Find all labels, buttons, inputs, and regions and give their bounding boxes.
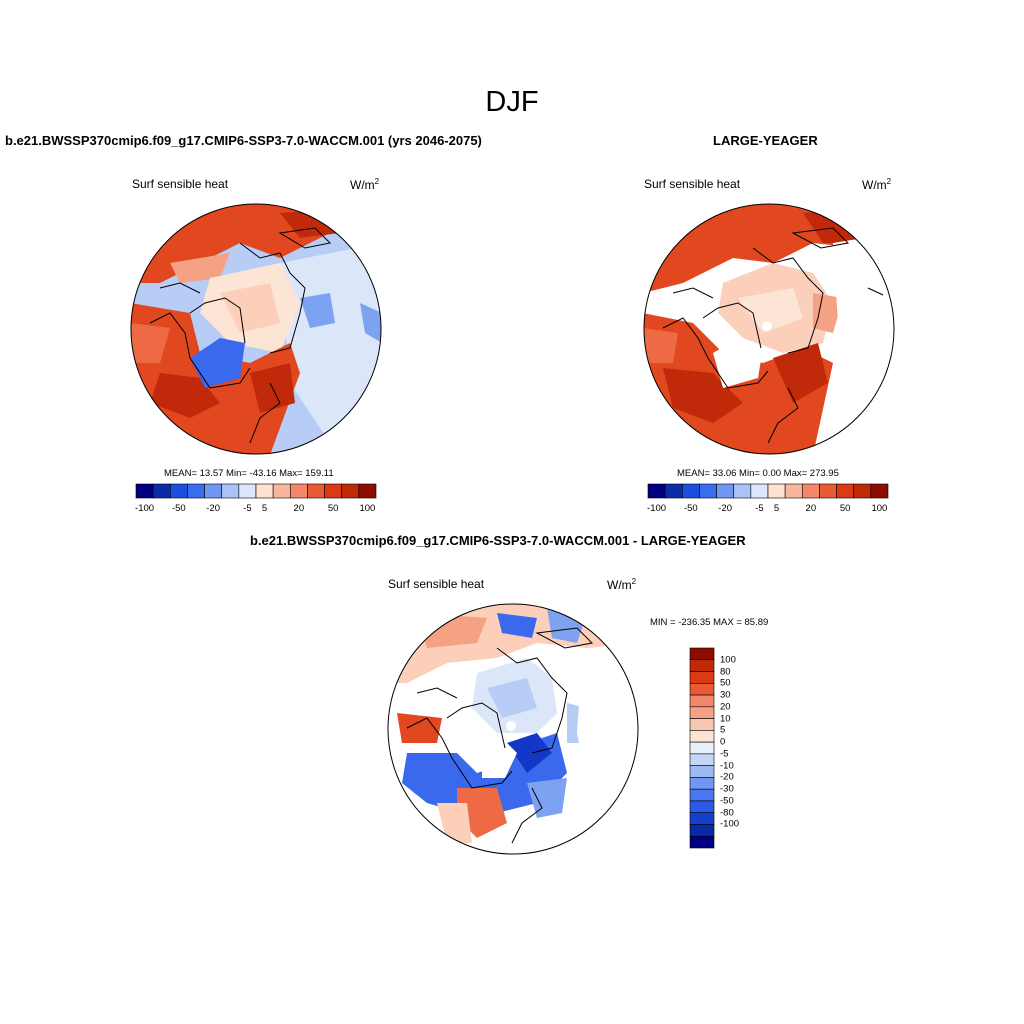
colorbar-swatch	[204, 483, 223, 499]
panel3-units-label: W/m2	[607, 577, 637, 592]
colorbar-swatch	[689, 824, 715, 837]
colorbar-label: 30	[720, 689, 731, 701]
colorbar-swatch	[187, 483, 205, 499]
colorbar-label: 20	[293, 503, 305, 514]
panel1-units-label: W/m2	[350, 177, 380, 192]
panel2-variable-label: Surf sensible heat	[644, 177, 741, 191]
colorbar-label: 0	[720, 736, 726, 748]
panel1-colorbar-labels: -100 -50 -20 -5 5 20 50 100	[135, 503, 376, 515]
colorbar-label: 5	[720, 724, 726, 736]
colorbar-swatch	[135, 483, 154, 499]
colorbar-swatch	[689, 694, 715, 708]
colorbar-swatch	[870, 483, 889, 499]
colorbar-label: 50	[720, 677, 731, 689]
colorbar-label: 100	[720, 654, 736, 666]
panel3-colorbar	[689, 647, 715, 849]
colorbar-swatch	[689, 777, 715, 790]
colorbar-swatch	[689, 682, 715, 696]
panel1-variable-label: Surf sensible heat	[132, 177, 229, 191]
colorbar-label: -20	[720, 771, 734, 783]
colorbar-swatch	[836, 483, 855, 499]
colorbar-swatch	[289, 483, 308, 499]
panel1-stats: MEAN= 13.57 Min= -43.16 Max= 159.11	[164, 468, 334, 479]
colorbar-swatch	[681, 483, 700, 499]
panel3-variable-label: Surf sensible heat	[388, 577, 485, 591]
panel3-stats: MIN = -236.35 MAX = 85.89	[650, 617, 769, 628]
colorbar-label: -30	[720, 783, 734, 795]
panel2-colorbar-labels: -100 -50 -20 -5 5 20 50 100	[647, 503, 888, 515]
colorbar-swatch	[689, 718, 715, 731]
colorbar-swatch	[716, 483, 735, 499]
colorbar-swatch	[750, 483, 769, 499]
colorbar-label: -50	[171, 503, 186, 514]
colorbar-label: -50	[720, 795, 734, 807]
colorbar-label: -5	[755, 503, 764, 514]
colorbar-label: 5	[773, 503, 780, 514]
colorbar-label: 50	[839, 503, 851, 514]
colorbar-label: 50	[327, 503, 339, 514]
colorbar-swatch	[238, 483, 257, 499]
colorbar-swatch	[689, 741, 715, 755]
colorbar-swatch	[767, 483, 786, 499]
colorbar-swatch	[784, 483, 803, 499]
figure-title: DJF	[485, 86, 539, 118]
panel1-colorbar	[135, 483, 377, 499]
colorbar-label: -10	[720, 760, 734, 772]
colorbar-swatch	[801, 483, 820, 499]
panel2-units-label: W/m2	[862, 177, 892, 192]
colorbar-label: 10	[720, 713, 731, 725]
colorbar-swatch	[733, 483, 752, 499]
colorbar-swatch	[358, 483, 377, 499]
colorbar-swatch	[307, 483, 325, 499]
colorbar-label: -100	[647, 503, 667, 514]
colorbar-swatch	[689, 753, 715, 766]
colorbar-swatch	[324, 483, 343, 499]
colorbar-label: 80	[720, 666, 731, 678]
colorbar-label: -20	[206, 503, 221, 514]
panel3-title: b.e21.BWSSP370cmip6.f09_g17.CMIP6-SSP3-7…	[250, 533, 746, 548]
colorbar-swatch	[152, 483, 171, 499]
panel1-polar-map	[130, 203, 382, 455]
colorbar-swatch	[221, 483, 240, 499]
colorbar-label: -5	[720, 748, 729, 760]
colorbar-label: 100	[871, 503, 888, 514]
colorbar-swatch	[699, 483, 717, 499]
colorbar-swatch	[647, 483, 666, 499]
colorbar-label: -20	[718, 503, 733, 514]
colorbar-label: -100	[135, 503, 155, 514]
colorbar-swatch	[689, 730, 715, 743]
panel2-colorbar	[647, 483, 889, 499]
panel2-title: LARGE-YEAGER	[713, 133, 818, 148]
colorbar-swatch	[853, 483, 872, 499]
colorbar-label: -50	[683, 503, 698, 514]
colorbar-label: 20	[805, 503, 817, 514]
colorbar-swatch	[272, 483, 291, 499]
panel3-colorbar-labels: 100 80 50 30 20 10 5 0 -5 -10 -20 -30 -50 -80 -100	[720, 648, 760, 848]
colorbar-swatch	[255, 483, 274, 499]
panel1-title: b.e21.BWSSP370cmip6.f09_g17.CMIP6-SSP3-7…	[5, 133, 482, 148]
colorbar-swatch	[689, 835, 715, 849]
panel2-polar-map	[643, 203, 895, 455]
colorbar-swatch	[689, 788, 715, 802]
panel3-polar-map	[387, 603, 639, 855]
colorbar-swatch	[689, 647, 715, 661]
colorbar-swatch	[664, 483, 683, 499]
colorbar-label: 20	[720, 701, 731, 713]
colorbar-swatch	[689, 765, 715, 778]
colorbar-label: -100	[720, 818, 740, 830]
colorbar-label: 5	[261, 503, 268, 514]
colorbar-swatch	[169, 483, 188, 499]
colorbar-swatch	[341, 483, 360, 499]
colorbar-swatch	[689, 800, 715, 814]
panel2-stats: MEAN= 33.06 Min= 0.00 Max= 273.95	[677, 468, 839, 479]
colorbar-swatch	[819, 483, 837, 499]
colorbar-label: -5	[243, 503, 252, 514]
colorbar-swatch	[689, 659, 715, 672]
colorbar-label: 100	[359, 503, 376, 514]
colorbar-swatch	[689, 671, 715, 684]
colorbar-swatch	[689, 706, 715, 719]
colorbar-swatch	[689, 812, 715, 825]
colorbar-label: -80	[720, 807, 734, 819]
